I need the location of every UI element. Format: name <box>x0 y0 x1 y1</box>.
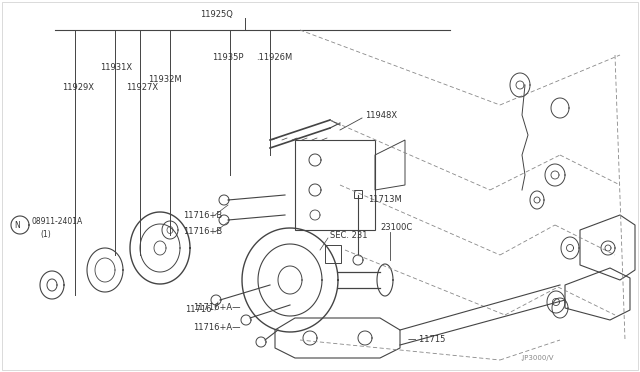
Text: 11925Q: 11925Q <box>200 10 233 19</box>
Text: 08911-2401A: 08911-2401A <box>32 218 83 227</box>
Text: 11716+B: 11716+B <box>183 228 222 237</box>
Text: N: N <box>14 221 20 230</box>
Text: 11931X: 11931X <box>100 64 132 73</box>
Text: 11935P: 11935P <box>212 52 243 61</box>
Text: 11929X: 11929X <box>62 83 94 93</box>
Text: — 11715: — 11715 <box>408 336 445 344</box>
Text: .11926M: .11926M <box>256 52 292 61</box>
Text: SEC. 231: SEC. 231 <box>330 231 367 240</box>
Text: 11948X: 11948X <box>365 110 397 119</box>
Text: 11716+A—: 11716+A— <box>193 324 241 333</box>
Text: 11927X: 11927X <box>126 83 158 93</box>
Bar <box>325 245 341 263</box>
Text: .JP3000/V: .JP3000/V <box>520 355 554 361</box>
Text: 11716+B: 11716+B <box>183 211 222 219</box>
Bar <box>354 190 362 198</box>
Text: 11716: 11716 <box>185 305 211 314</box>
Text: 11932M: 11932M <box>148 76 182 84</box>
Text: 11716+A—: 11716+A— <box>193 304 241 312</box>
Text: 23100C: 23100C <box>380 224 412 232</box>
Text: (1): (1) <box>40 230 51 238</box>
Text: 11713M: 11713M <box>368 196 402 205</box>
